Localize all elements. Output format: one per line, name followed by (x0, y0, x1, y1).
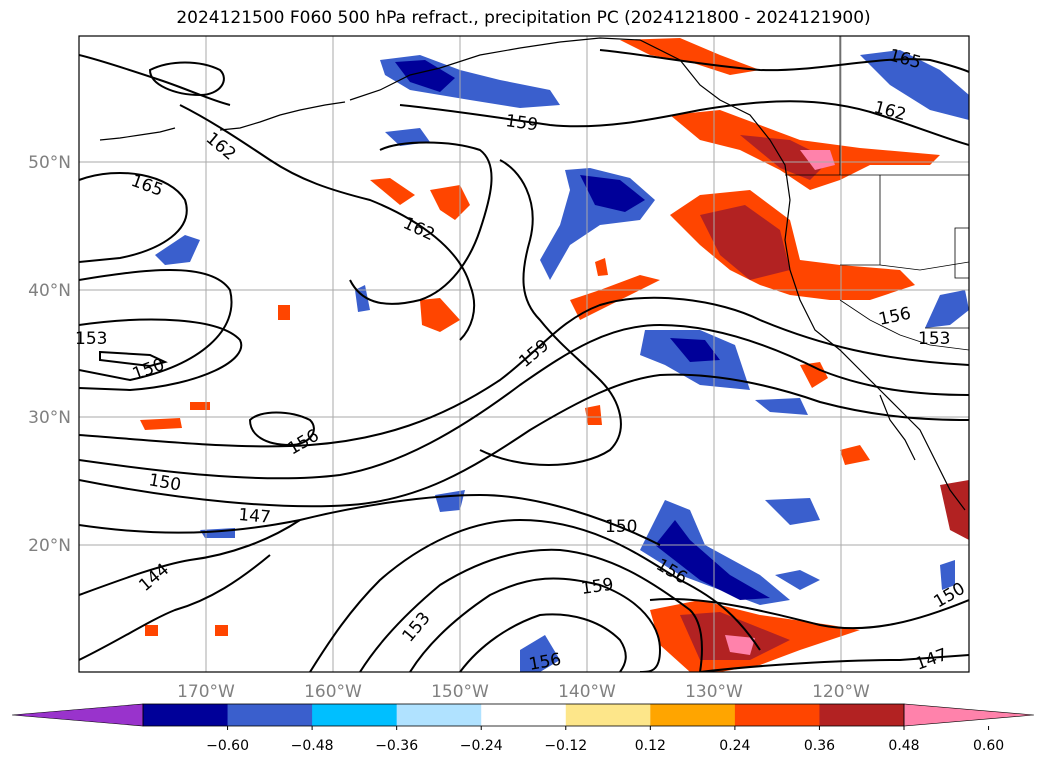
colorbar-tick-label: 0.48 (888, 738, 919, 754)
lat-label: 50°N (28, 153, 71, 173)
colorbar-tick-label: 0.60 (973, 738, 1004, 754)
gridlines (79, 36, 969, 672)
colorbar-ticks: −0.60 −0.48 −0.36 −0.24 −0.12 0.12 0.24 0.36 0.4… (206, 726, 1004, 754)
lat-label: 40°N (28, 281, 71, 301)
lat-label: 20°N (28, 536, 71, 556)
lon-label: 150°W (431, 682, 489, 702)
contour-label: 153 (918, 329, 950, 349)
colorbar-tick-label: −0.36 (375, 738, 418, 754)
colorbar-tick-label: −0.60 (206, 738, 249, 754)
colorbar-segment (143, 704, 229, 726)
colorbar-tick-label: 0.36 (804, 738, 835, 754)
contour-label: 153 (75, 329, 107, 349)
plot-area (79, 36, 969, 672)
lon-label: 130°W (685, 682, 743, 702)
lon-label: 170°W (177, 682, 235, 702)
colorbar-segment (650, 704, 736, 726)
colorbar-min-arrow (11, 703, 144, 727)
lat-label: 30°N (28, 408, 71, 428)
borders (785, 36, 969, 351)
refractivity-contours (79, 49, 969, 672)
colorbar-segment (227, 704, 313, 726)
colorbar-tick-label: −0.48 (291, 738, 334, 754)
colorbar-tick-label: 0.24 (719, 738, 750, 754)
colorbar-segment (819, 704, 905, 726)
lon-label: 140°W (558, 682, 616, 702)
contour-label: 150 (605, 517, 637, 537)
colorbar-tick-label: 0.12 (635, 738, 666, 754)
longitude-labels: 170°W 160°W 150°W 140°W 130°W 120°W (177, 682, 870, 702)
colorbar: −0.60 −0.48 −0.36 −0.24 −0.12 0.12 0.24 0.36 0.4… (11, 703, 1035, 754)
colorbar-tick-label: −0.12 (544, 738, 587, 754)
contour-label: 159 (580, 575, 615, 599)
colorbar-segment (312, 704, 398, 726)
colorbar-segments (143, 704, 905, 726)
contour-label: 147 (238, 505, 272, 528)
colorbar-segment (481, 704, 567, 726)
colorbar-tick-label: −0.24 (460, 738, 503, 754)
colorbar-segment (396, 704, 482, 726)
coastlines (99, 37, 966, 511)
contour-label: 159 (504, 111, 539, 135)
colorbar-frame (142, 703, 905, 727)
colorbar-segment (734, 704, 820, 726)
negative-anomaly-patches (155, 50, 969, 672)
plot-border (78, 35, 970, 673)
map-title: 2024121500 F060 500 hPa refract., precip… (176, 8, 871, 28)
latitude-labels: 50°N 40°N 30°N 20°N (28, 153, 71, 556)
colorbar-segment (565, 704, 651, 726)
lon-label: 160°W (304, 682, 362, 702)
colorbar-max-arrow (903, 703, 1035, 727)
lon-label: 120°W (812, 682, 870, 702)
